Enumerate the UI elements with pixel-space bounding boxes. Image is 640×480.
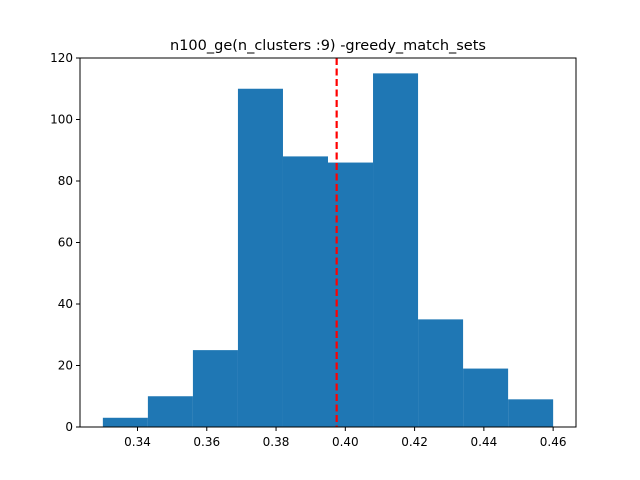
y-tick-label: 80 [58, 174, 73, 188]
bars-group [102, 73, 554, 428]
y-tick-label: 120 [50, 51, 73, 65]
x-tick-label: 0.34 [124, 435, 151, 449]
y-tick-label: 40 [58, 297, 73, 311]
histogram-bar [463, 368, 509, 427]
x-tick-label: 0.46 [540, 435, 567, 449]
y-tick-label: 0 [65, 420, 73, 434]
x-tick-label: 0.44 [471, 435, 498, 449]
chart-title: n100_ge(n_clusters :9) -greedy_match_set… [170, 38, 486, 54]
histogram-bar [418, 319, 464, 427]
histogram-bar [328, 162, 374, 428]
histogram-bar [102, 417, 148, 427]
histogram-bar [282, 156, 328, 427]
y-axis: 0 20 40 60 80 100 120 [50, 51, 80, 434]
histogram-bar [147, 396, 193, 427]
histogram-bar [508, 399, 554, 427]
x-tick-label: 0.36 [193, 435, 220, 449]
histogram-bar [373, 73, 419, 427]
x-tick-label: 0.42 [401, 435, 428, 449]
y-tick-label: 60 [58, 236, 73, 250]
histogram-bar [192, 350, 238, 427]
x-tick-label: 0.38 [263, 435, 290, 449]
y-tick-label: 100 [50, 113, 73, 127]
y-tick-label: 20 [58, 359, 73, 373]
histogram-bar [237, 88, 283, 427]
x-tick-label: 0.40 [332, 435, 359, 449]
x-axis: 0.34 0.36 0.38 0.40 0.42 0.44 0.46 [124, 427, 566, 449]
